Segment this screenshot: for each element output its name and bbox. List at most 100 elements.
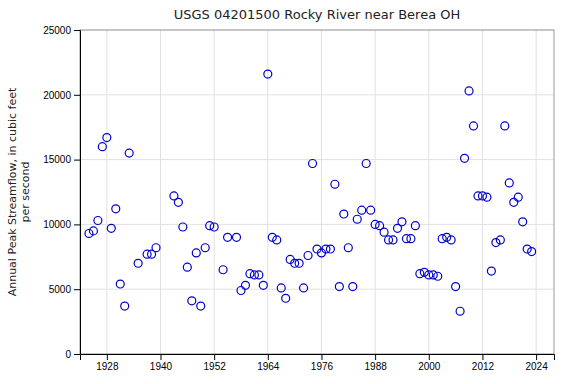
- x-axis-tick-mark: [268, 354, 269, 360]
- point: [107, 224, 115, 232]
- y-axis-tick-mark: [74, 160, 80, 161]
- point: [461, 154, 469, 162]
- x-axis-tick: 2000: [418, 354, 441, 372]
- point: [98, 143, 106, 151]
- point: [300, 284, 308, 292]
- x-axis-tick: 1928: [96, 354, 119, 372]
- point: [331, 180, 339, 188]
- x-axis-line: [81, 355, 555, 361]
- point: [183, 263, 191, 271]
- point: [452, 283, 460, 291]
- y-axis-tick-mark: [74, 224, 80, 225]
- title: USGS 04201500 Rocky River near Berea OH: [174, 7, 461, 22]
- y-axis-tick: 10000: [43, 219, 80, 230]
- chart: 1928 1940 1952 1964 1976 1988 2000 2012 2024 0 500…: [0, 0, 576, 384]
- point: [282, 294, 290, 302]
- point: [192, 249, 200, 257]
- point: [210, 223, 218, 231]
- point: [188, 297, 196, 305]
- point: [340, 210, 348, 218]
- point: [179, 223, 187, 231]
- point: [389, 236, 397, 244]
- point: [362, 159, 370, 167]
- point: [304, 252, 312, 260]
- x-axis-tick-label: 2012: [472, 361, 495, 372]
- point: [510, 198, 518, 206]
- plot: 1928 1940 1952 1964 1976 1988 2000 2012 2024 0 500…: [43, 25, 554, 372]
- point: [152, 244, 160, 252]
- y-axis-tick-mark: [74, 354, 80, 355]
- point: [335, 283, 343, 291]
- grid: [80, 30, 554, 354]
- point: [224, 233, 232, 241]
- y-axis-tick: 5000: [49, 284, 80, 295]
- x-axis-tick-label: 1988: [365, 361, 388, 372]
- point: [447, 236, 455, 244]
- y-axis-tick: 0: [65, 349, 80, 360]
- point: [174, 198, 182, 206]
- point: [514, 193, 522, 201]
- point: [456, 307, 464, 315]
- point: [259, 281, 267, 289]
- x-axis-tick-label: 1964: [257, 361, 280, 372]
- point: [407, 235, 415, 243]
- point: [353, 215, 361, 223]
- point: [367, 206, 375, 214]
- x-axis-tick: 1952: [204, 354, 227, 372]
- y-axis-tick: 25000: [43, 25, 80, 36]
- y-axis-title-line: Annual Peak Streamflow, in cubic feet: [6, 87, 19, 296]
- y-axis-title-line: per second: [19, 162, 32, 223]
- grid-line: [428, 30, 429, 354]
- point: [411, 222, 419, 230]
- point: [505, 179, 513, 187]
- y-axis-tick-label: 20000: [43, 90, 71, 101]
- x-axis-tick: 2024: [525, 354, 548, 372]
- point: [349, 283, 357, 291]
- grid-line: [160, 30, 161, 354]
- point: [326, 245, 334, 253]
- point: [483, 193, 491, 201]
- y-axis-tick-mark: [74, 95, 80, 96]
- x-axis-tick: 1964: [257, 354, 280, 372]
- x-axis-tick-label: 1976: [311, 361, 334, 372]
- grid-line: [321, 30, 322, 354]
- y-axis-tick-label: 5000: [49, 284, 72, 295]
- point: [519, 218, 527, 226]
- point: [103, 134, 111, 142]
- x-axis-tick-mark: [482, 354, 483, 360]
- x-axis-tick-mark: [429, 354, 430, 360]
- x-axis-tick: 1976: [311, 354, 334, 372]
- x-axis-tick: 2012: [472, 354, 495, 372]
- x-axis-tick-mark: [321, 354, 322, 360]
- x-axis-tick-mark: [214, 354, 215, 360]
- x-axis-tick-label: 1940: [150, 361, 173, 372]
- point: [264, 70, 272, 78]
- y-axis-line: [74, 31, 81, 355]
- point: [465, 87, 473, 95]
- x-axis-tick: 1988: [365, 354, 388, 372]
- y-axis-tick-label: 0: [65, 349, 71, 360]
- x-axis-tick-mark: [107, 354, 108, 360]
- point: [134, 259, 142, 267]
- x-axis-tick: 1940: [150, 354, 173, 372]
- point: [309, 159, 317, 167]
- point: [112, 205, 120, 213]
- x-axis-tick-mark: [536, 354, 537, 360]
- point: [197, 302, 205, 310]
- point: [501, 122, 509, 130]
- y-axis-tick-label: 10000: [43, 219, 71, 230]
- point: [277, 284, 285, 292]
- grid-line: [375, 30, 376, 354]
- y-axis: 0500010000150002000025000: [43, 25, 80, 360]
- point: [116, 280, 124, 288]
- plot-frame: [80, 30, 554, 354]
- y-axis-tick: 20000: [43, 90, 80, 101]
- point: [273, 236, 281, 244]
- point: [125, 149, 133, 157]
- x-axis-tick-mark: [160, 354, 161, 360]
- grid-line: [106, 30, 107, 354]
- point: [89, 227, 97, 235]
- point: [295, 259, 303, 267]
- point: [528, 248, 536, 256]
- grid-line: [214, 30, 215, 354]
